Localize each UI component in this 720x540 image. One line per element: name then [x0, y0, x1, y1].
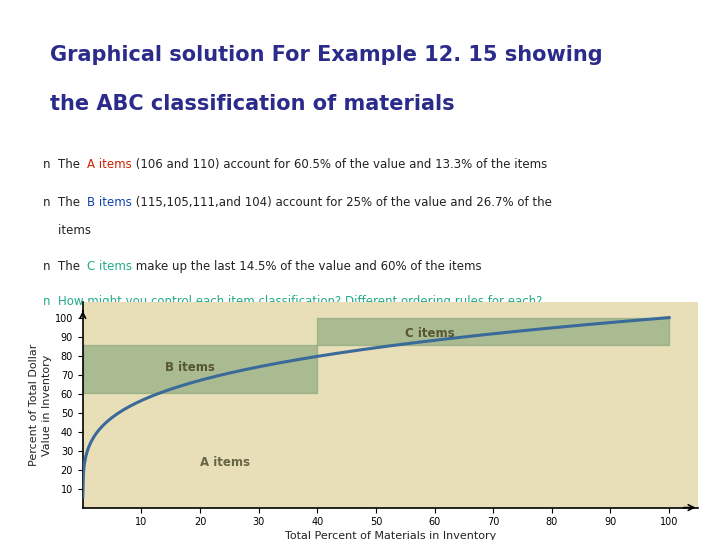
Text: n  The: n The: [42, 158, 84, 171]
Text: items: items: [42, 224, 91, 237]
Text: (115,105,111,and 104) account for 25% of the value and 26.7% of the: (115,105,111,and 104) account for 25% of…: [132, 196, 552, 209]
Text: make up the last 14.5% of the value and 60% of the items: make up the last 14.5% of the value and …: [132, 260, 482, 273]
Text: A items: A items: [200, 456, 250, 469]
Text: n  The: n The: [42, 260, 84, 273]
Y-axis label: Percent of Total Dollar
Value in Inventory: Percent of Total Dollar Value in Invento…: [29, 344, 52, 466]
Text: (106 and 110) account for 60.5% of the value and 13.3% of the items: (106 and 110) account for 60.5% of the v…: [132, 158, 547, 171]
X-axis label: Total Percent of Materials in Inventory: Total Percent of Materials in Inventory: [285, 531, 496, 540]
Text: B items: B items: [165, 361, 215, 374]
Bar: [83, 345, 318, 393]
Text: the ABC classification of materials: the ABC classification of materials: [50, 94, 455, 114]
Text: Graphical solution For Example 12. 15 showing: Graphical solution For Example 12. 15 sh…: [50, 44, 603, 65]
Bar: [318, 318, 669, 345]
Text: B items: B items: [87, 196, 132, 209]
Text: A items: A items: [87, 158, 132, 171]
Text: C items: C items: [87, 260, 132, 273]
Text: C items: C items: [405, 327, 455, 340]
Text: n  The: n The: [42, 196, 84, 209]
Text: n  How might you control each item classification? Different ordering rules for : n How might you control each item classi…: [42, 295, 542, 308]
